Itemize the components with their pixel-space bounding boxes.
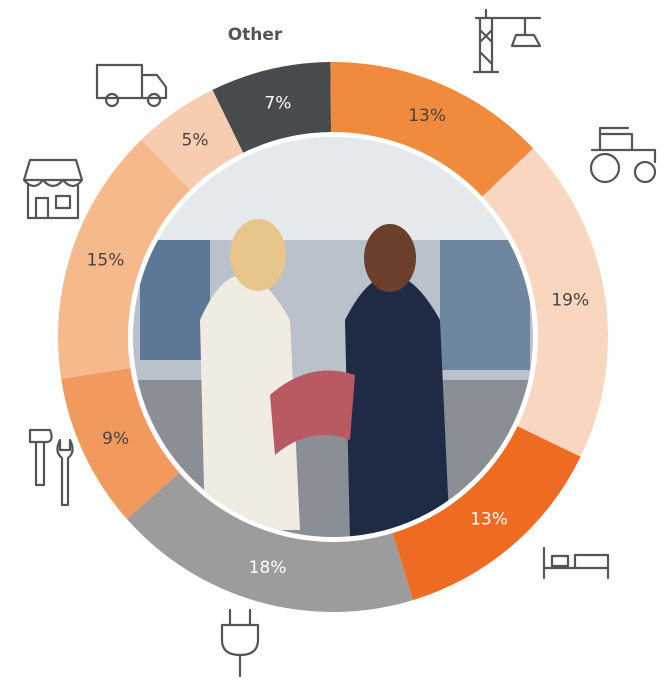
icon-plug	[220, 608, 260, 678]
value-label: 13%	[470, 509, 508, 529]
icon-truck	[95, 63, 168, 108]
donut-segment	[126, 472, 413, 612]
value-label: 18%	[249, 558, 287, 578]
donut-segment	[392, 426, 581, 601]
donut-segment	[212, 62, 332, 153]
value-label: 5%	[182, 131, 209, 151]
icon-tractor	[589, 126, 657, 184]
donut-segment	[58, 139, 191, 379]
donut-segment	[61, 368, 180, 520]
icon-bed	[542, 546, 610, 580]
icon-shop	[22, 158, 84, 220]
donut-segment	[330, 62, 534, 197]
value-label: 13%	[408, 106, 446, 126]
value-label: 9%	[102, 429, 129, 449]
value-label: 15%	[87, 251, 125, 271]
value-label: 19%	[551, 291, 589, 311]
icon-construction	[472, 8, 542, 74]
category-label: Other	[228, 25, 283, 45]
icon-tools	[28, 428, 74, 507]
donut-segment	[141, 89, 244, 190]
donut-segment	[482, 148, 608, 457]
value-label: 7%	[264, 93, 291, 113]
